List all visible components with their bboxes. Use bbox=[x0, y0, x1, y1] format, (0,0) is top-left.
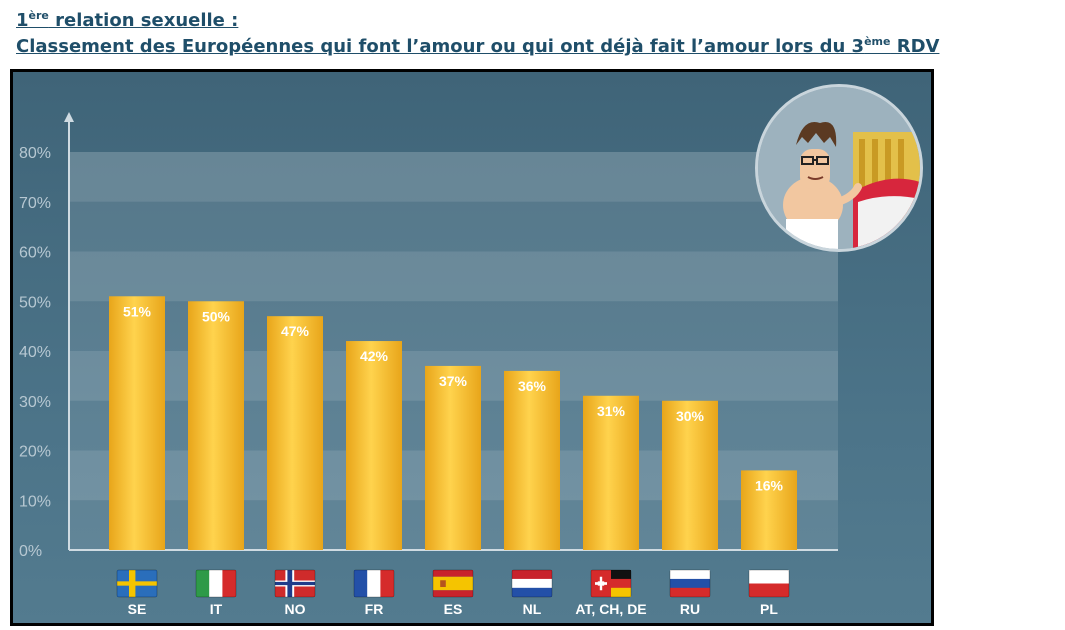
bar-ru bbox=[662, 400, 718, 550]
category-label: NL bbox=[523, 601, 542, 617]
chart-title: 1ère relation sexuelle : Classement des … bbox=[16, 8, 939, 60]
category-label: RU bbox=[680, 601, 700, 617]
title-line-2: Classement des Européennes qui font l’am… bbox=[16, 34, 939, 60]
bar-value-label: 37% bbox=[439, 373, 468, 389]
y-tick-label: 80% bbox=[19, 145, 51, 162]
title-line-1-prefix: 1 bbox=[16, 10, 29, 31]
flag-ru-icon bbox=[669, 569, 711, 598]
bar-pl bbox=[741, 470, 797, 550]
chart-frame: 0% 10% 20% 30% 40% 50% 60% 70% 80% 51% 50% 47% 42% 3… bbox=[10, 69, 934, 626]
flag-at-ch-de-icon bbox=[590, 569, 632, 598]
bar-fr bbox=[346, 341, 402, 550]
category-label: IT bbox=[210, 601, 223, 617]
bar-value-label: 42% bbox=[360, 348, 389, 364]
y-tick-label: 30% bbox=[19, 394, 51, 411]
y-tick-label: 50% bbox=[19, 294, 51, 311]
y-tick-label: 10% bbox=[19, 493, 51, 510]
flag-pl-icon bbox=[748, 569, 790, 598]
flag-es-icon bbox=[432, 569, 474, 598]
bar-no bbox=[267, 316, 323, 550]
bar-nl bbox=[504, 370, 560, 550]
bar-value-label: 51% bbox=[123, 303, 152, 319]
bar-chart: 0% 10% 20% 30% 40% 50% 60% 70% 80% 51% 50% 47% 42% 3… bbox=[19, 112, 838, 617]
y-tick-label: 20% bbox=[19, 444, 51, 461]
flag-fr-icon bbox=[353, 569, 395, 598]
bar-value-label: 16% bbox=[755, 477, 784, 493]
bar-es bbox=[425, 365, 481, 550]
flags: SE IT NO FR ES NL AT, CH, DE RU PL bbox=[116, 569, 790, 617]
title-line-1: 1ère relation sexuelle : bbox=[16, 8, 939, 34]
y-tick-labels: 0% 10% 20% 30% 40% 50% 60% 70% 80% bbox=[19, 145, 51, 560]
bar-at-ch-de bbox=[583, 395, 639, 550]
bar-se bbox=[109, 296, 165, 550]
bar-value-label: 30% bbox=[676, 408, 705, 424]
cartoon-man-bed-icon bbox=[755, 84, 923, 252]
flag-no-icon bbox=[274, 569, 316, 598]
flag-se-icon bbox=[116, 569, 158, 598]
category-label: FR bbox=[365, 601, 384, 617]
grid-band bbox=[69, 152, 838, 202]
category-label: NO bbox=[285, 601, 306, 617]
title-line-2-suffix: RDV bbox=[890, 36, 940, 57]
grid-band bbox=[69, 301, 838, 351]
y-tick-label: 0% bbox=[19, 543, 42, 560]
category-label: ES bbox=[444, 601, 463, 617]
bars: 51% 50% 47% 42% 37% 36% 31% 30% 16% bbox=[109, 296, 797, 550]
category-label: AT, CH, DE bbox=[575, 601, 646, 617]
title-line-1-sup: ère bbox=[28, 9, 49, 22]
grid-band bbox=[69, 251, 838, 302]
bar-value-label: 31% bbox=[597, 403, 626, 419]
grid-band bbox=[69, 201, 838, 252]
category-label: SE bbox=[128, 601, 147, 617]
y-axis-arrow bbox=[64, 112, 74, 122]
title-line-1-text: relation sexuelle : bbox=[48, 10, 239, 31]
flag-it-icon bbox=[195, 569, 237, 598]
title-line-2-sup: ème bbox=[864, 35, 891, 48]
title-line-2-text: Classement des Européennes qui font l’am… bbox=[16, 36, 865, 57]
bar-value-label: 36% bbox=[518, 378, 547, 394]
bar-value-label: 50% bbox=[202, 308, 231, 324]
y-tick-label: 70% bbox=[19, 195, 51, 212]
y-tick-label: 40% bbox=[19, 344, 51, 361]
bar-value-label: 47% bbox=[281, 323, 310, 339]
y-tick-label: 60% bbox=[19, 245, 51, 262]
bar-it bbox=[188, 301, 244, 550]
category-label: PL bbox=[760, 601, 778, 617]
flag-nl-icon bbox=[511, 569, 553, 598]
